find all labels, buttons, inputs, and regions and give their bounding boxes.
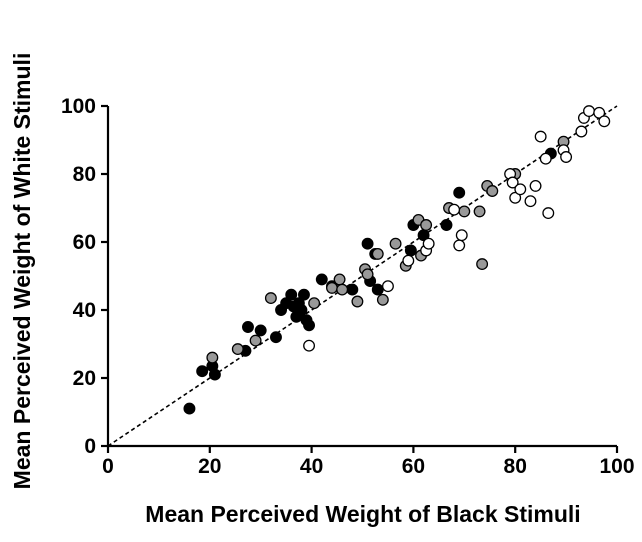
data-point <box>476 258 489 271</box>
y-tick-label: 100 <box>61 95 96 118</box>
data-point <box>183 402 196 415</box>
data-point <box>361 237 374 250</box>
data-point <box>389 237 402 250</box>
data-point <box>593 106 606 119</box>
data-point <box>264 292 277 305</box>
data-point <box>298 288 310 301</box>
x-tick-label: 40 <box>300 455 323 478</box>
plot-area: 0 20 40 60 80 100 0 20 40 60 80 100 <box>61 95 635 478</box>
x-tick-label: 20 <box>198 455 221 478</box>
data-point <box>402 254 415 267</box>
y-axis-title: Mean Perceived Weight of White Stimuli <box>9 53 35 490</box>
data-point <box>351 295 364 308</box>
data-point <box>458 205 471 218</box>
data-point <box>534 130 547 143</box>
data-point <box>315 273 328 286</box>
data-point <box>598 115 611 128</box>
y-tick-label: 40 <box>73 299 96 322</box>
data-point <box>376 293 389 306</box>
data-point <box>539 152 552 165</box>
data-point <box>242 321 254 333</box>
y-tick-label: 20 <box>73 367 96 390</box>
data-point <box>473 205 486 218</box>
data-point <box>514 183 527 196</box>
data-point <box>231 343 244 356</box>
data-point <box>524 195 537 208</box>
data-point <box>326 281 338 294</box>
data-point <box>404 244 417 257</box>
data-point <box>285 288 298 301</box>
data-point <box>249 334 262 347</box>
data-point <box>196 365 209 378</box>
data-point <box>270 331 282 344</box>
x-tick-label: 0 <box>102 455 114 478</box>
data-point <box>295 304 308 316</box>
data-point <box>453 186 466 199</box>
data-point <box>448 203 461 216</box>
data-point <box>254 324 267 337</box>
data-point <box>361 268 374 281</box>
data-point <box>371 283 384 296</box>
data-point <box>420 219 433 231</box>
data-point <box>542 207 555 220</box>
data-point <box>453 239 466 252</box>
data-point <box>509 191 522 204</box>
data-point <box>440 219 453 231</box>
y-tick-label: 0 <box>84 435 96 458</box>
data-point <box>455 229 468 242</box>
data-point <box>382 280 394 293</box>
y-tick-label: 60 <box>73 231 96 254</box>
data-point <box>529 179 542 192</box>
data-point <box>371 247 384 260</box>
x-axis-title: Mean Perceived Weight of Black Stimuli <box>145 501 580 527</box>
data-point <box>333 273 346 286</box>
data-point <box>486 185 499 197</box>
data-point <box>506 176 519 189</box>
data-point <box>560 151 573 163</box>
y-tick-label: 80 <box>73 163 96 186</box>
data-point <box>422 237 435 250</box>
x-tick-label: 80 <box>504 455 527 478</box>
data-point <box>303 339 316 352</box>
data-point <box>336 283 349 296</box>
data-point <box>583 105 595 118</box>
data-point <box>206 351 219 364</box>
data-point <box>308 297 321 310</box>
data-point <box>346 283 359 296</box>
data-point <box>303 319 316 332</box>
data-point <box>575 125 588 138</box>
x-tick-label: 60 <box>402 455 425 478</box>
x-tick-label: 100 <box>599 455 634 478</box>
data-point <box>208 368 221 381</box>
